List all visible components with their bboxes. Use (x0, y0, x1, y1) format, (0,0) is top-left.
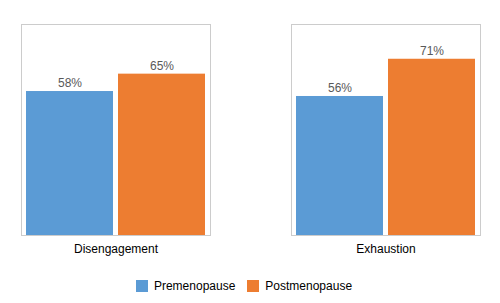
svg-text:58%: 58% (58, 76, 82, 90)
html-text:Premenopause: Premenopause (153, 278, 236, 293)
svg-text:56%: 56% (328, 81, 352, 95)
svg-text:Disengagement: Disengagement (74, 242, 159, 256)
svg-text:71%: 71% (420, 44, 444, 58)
html-text:Postmenopause: Postmenopause (265, 278, 353, 293)
svg-text:Exhaustion: Exhaustion (356, 242, 415, 256)
svg-text:65%: 65% (150, 59, 174, 73)
